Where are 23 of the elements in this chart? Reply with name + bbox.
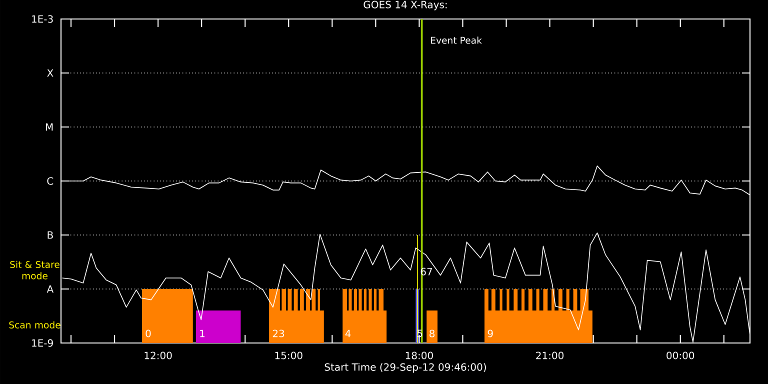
text: Sit & Stare mode	[10, 260, 60, 280]
y-tick-label: A	[46, 285, 54, 293]
annotation: 4	[345, 330, 351, 338]
annotation: 8	[430, 330, 435, 338]
chart-title: GOES 14 X-Rays:	[364, 0, 447, 10]
y-tick-label: M	[46, 123, 53, 131]
annotation: 1	[200, 330, 204, 338]
y-tick-label: 1E-9	[32, 339, 53, 347]
x-tick-label: 12:00	[144, 352, 172, 360]
annotation: 0	[146, 330, 151, 338]
ref-line-label: Event Peak	[431, 36, 482, 44]
text: Scan mode	[9, 321, 60, 328]
x-tick-label: 15:00	[275, 352, 302, 360]
y-tick-label: B	[48, 231, 53, 239]
x-axis-title: Start Time (29-Sep-12 09:46:00)	[324, 363, 486, 373]
y-tick-label: C	[47, 177, 54, 185]
annotation: 9	[488, 330, 493, 338]
x-tick-label: 00:00	[666, 352, 694, 360]
x-tick-label: 18:00	[406, 352, 433, 360]
x-tick-label: 21:00	[536, 352, 564, 360]
y-tick-label: X	[47, 69, 54, 77]
y-tick-label: 1E-3	[32, 15, 53, 23]
annotation: 23	[272, 330, 284, 338]
